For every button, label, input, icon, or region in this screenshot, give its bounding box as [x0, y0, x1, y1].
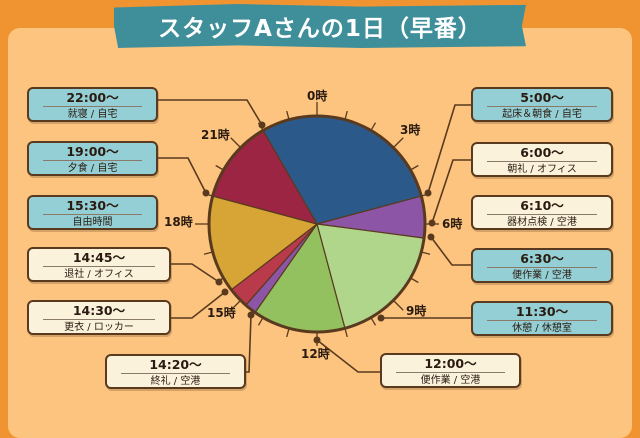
schedule-box-0610: 6:10〜器材点検 / 空港 [471, 195, 613, 230]
schedule-box-2200: 22:00〜就寝 / 自宅 [27, 87, 158, 122]
schedule-time: 14:30〜 [72, 303, 126, 318]
hour-tick [257, 122, 264, 131]
page-title: スタッフAさんの1日（早番） [158, 16, 482, 42]
schedule-box-1200: 12:00〜便作業 / 空港 [380, 353, 521, 388]
hour-label-12: 12時 [301, 347, 330, 361]
schedule-time: 6:30〜 [520, 251, 564, 266]
hour-label-3: 3時 [400, 123, 421, 137]
hour-tick [392, 137, 404, 149]
hour-tick [344, 110, 348, 120]
schedule-time: 11:30〜 [515, 304, 569, 319]
schedule-time: 6:00〜 [520, 145, 564, 160]
schedule-desc: 器材点検 / 空港 [507, 217, 577, 228]
schedule-box-1430: 14:30〜更衣 / ロッカー [27, 300, 171, 335]
schedule-box-1130: 11:30〜休憩 / 休憩室 [471, 301, 613, 336]
connector-dot [427, 233, 435, 241]
hour-tick [215, 164, 224, 171]
connector-line [316, 339, 380, 373]
schedule-desc: 自由時間 [72, 217, 113, 228]
connector-line [157, 157, 207, 194]
pie-slices [207, 114, 427, 334]
connector-line [246, 314, 252, 373]
hour-tick [230, 137, 242, 149]
schedule-box-0600: 6:00〜朝礼 / オフィス [471, 142, 613, 177]
title-banner: スタッフAさんの1日（早番） [114, 4, 526, 48]
connector-dot [221, 288, 229, 296]
connector-dot [428, 219, 436, 227]
hour-label-21: 21時 [201, 128, 230, 142]
connector-dot [377, 314, 385, 322]
hour-label-15: 15時 [207, 306, 236, 320]
schedule-time: 14:20〜 [149, 357, 202, 372]
hour-tick [286, 110, 290, 120]
hour-tick [392, 299, 404, 311]
schedule-time: 14:45〜 [72, 250, 126, 265]
schedule-time: 22:00〜 [66, 90, 119, 105]
day-pie-chart [157, 99, 472, 373]
schedule-box-1445: 14:45〜退社 / オフィス [27, 247, 171, 282]
schedule-desc: 起床＆朝食 / 自宅 [502, 109, 582, 120]
schedule-desc: 朝礼 / オフィス [507, 164, 577, 175]
hour-tick [215, 277, 224, 284]
connector-line [170, 291, 226, 319]
pie-outline [207, 114, 427, 334]
schedule-time: 6:10〜 [520, 198, 564, 213]
schedule-time: 15:30〜 [66, 198, 119, 213]
schedule-time: 19:00〜 [66, 144, 119, 159]
schedule-desc: 更衣 / ロッカー [64, 322, 134, 333]
schedule-box-1530: 15:30〜自由時間 [27, 195, 158, 230]
hour-label-18: 18時 [164, 215, 193, 229]
schedule-desc: 夕食 / 自宅 [67, 163, 118, 174]
schedule-time: 12:00〜 [424, 356, 477, 371]
hour-tick [230, 299, 242, 311]
schedule-desc: 就寝 / 自宅 [67, 109, 118, 120]
schedule-box-0630: 6:30〜便作業 / 空港 [471, 248, 613, 283]
schedule-box-1420: 14:20〜終礼 / 空港 [105, 354, 246, 389]
connector-line [427, 104, 472, 194]
connector-line [431, 159, 472, 224]
schedule-desc: 退社 / オフィス [64, 269, 134, 280]
schedule-desc: 終礼 / 空港 [150, 376, 201, 387]
connector-dot [247, 311, 255, 319]
connector-line [430, 236, 472, 266]
schedule-box-1900: 19:00〜夕食 / 自宅 [27, 141, 158, 176]
schedule-box-0500: 5:00〜起床＆朝食 / 自宅 [471, 87, 613, 122]
connector-line [157, 99, 263, 126]
hour-label-0: 0時 [307, 89, 328, 103]
hour-label-6: 6時 [442, 217, 463, 231]
schedule-time: 5:00〜 [520, 90, 564, 105]
schedule-desc: 便作業 / 空港 [420, 375, 481, 386]
schedule-desc: 便作業 / 空港 [512, 270, 572, 281]
connector-line [170, 263, 220, 283]
schedule-desc: 休憩 / 休憩室 [512, 323, 572, 334]
hour-label-9: 9時 [406, 304, 427, 318]
hour-tick [370, 122, 377, 131]
